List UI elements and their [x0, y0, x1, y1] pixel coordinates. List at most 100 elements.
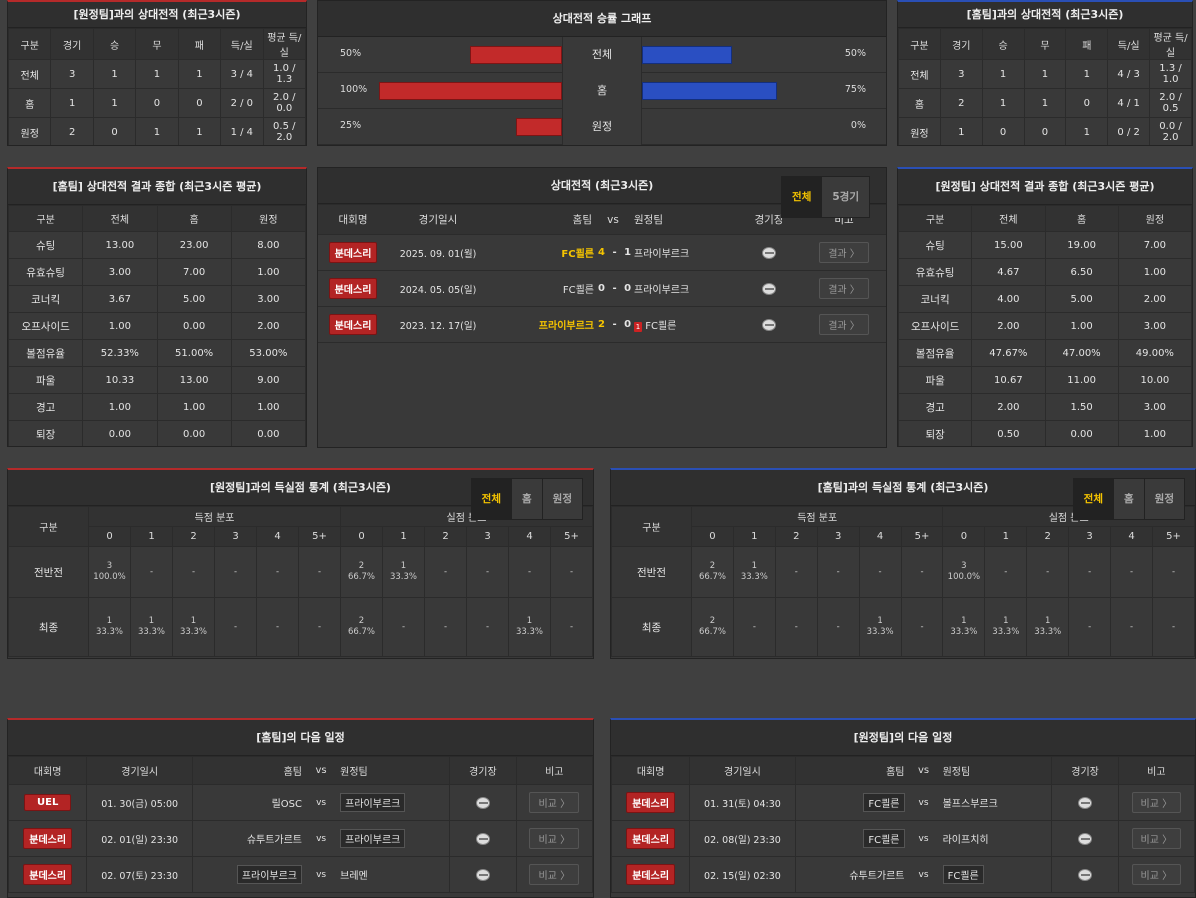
- venue-cell: [738, 270, 800, 307]
- distribution-cell: -: [256, 597, 299, 657]
- table-cell: 0.0 / 2.0: [1149, 117, 1192, 145]
- distribution-cell: -: [816, 546, 860, 598]
- match-date: 2025. 09. 01(월): [388, 234, 488, 271]
- count: 3: [961, 561, 967, 571]
- home-team-name: FC쾰른: [863, 829, 905, 848]
- table-cell: 1.00: [156, 393, 232, 421]
- empty: -: [836, 622, 840, 632]
- column-header: 평균 득/실: [262, 28, 306, 60]
- tab-home[interactable]: 홈: [1113, 479, 1144, 519]
- table-cell: 0 / 2: [1107, 117, 1151, 145]
- result-button[interactable]: 결과 〉: [819, 278, 869, 299]
- stadium-icon: [475, 832, 490, 845]
- count: 1: [1003, 616, 1009, 626]
- tab-all[interactable]: 전체: [1073, 479, 1113, 519]
- tab-away[interactable]: 원정: [541, 479, 582, 519]
- match-row: 분데스리 2024. 05. 05(일) FC쾰른 0 - 0 프라이부르크 결과 〉: [318, 270, 886, 307]
- distribution-cell: -: [1068, 597, 1112, 657]
- compare-button[interactable]: 비교 〉: [529, 828, 580, 849]
- count: 3: [106, 561, 113, 571]
- tab-all[interactable]: 전체: [471, 479, 511, 519]
- vs-label: vs: [308, 820, 335, 857]
- compare-button[interactable]: 비교 〉: [1131, 864, 1182, 885]
- venue-cell: [738, 306, 800, 343]
- distribution-cell: -: [1068, 546, 1112, 598]
- empty: -: [233, 622, 238, 632]
- table-cell: 9.00: [230, 366, 306, 394]
- table-row: 파울 10.33 13.00 9.00: [8, 366, 306, 394]
- column-header: 전체: [82, 205, 158, 232]
- column-header: 패: [1065, 28, 1109, 60]
- panel-title: 상대전적 (최근3시즌) 전체 5경기: [318, 168, 886, 218]
- table-cell: 1.00: [82, 312, 158, 340]
- result-button[interactable]: 결과 〉: [819, 314, 869, 335]
- table-cell: 47.67%: [971, 339, 1046, 367]
- empty: -: [275, 622, 280, 632]
- compare-button[interactable]: 비교 〉: [1131, 828, 1182, 849]
- winrate-graph-panel: 상대전적 승률 그래프 50% 전체 50% 100% 홈 75% 25% 원정 0%: [317, 0, 887, 146]
- compare-button[interactable]: 비교 〉: [1131, 792, 1182, 813]
- column-header: 구분: [8, 205, 84, 232]
- column-header: 대회명: [8, 756, 88, 785]
- count: 2: [709, 561, 716, 571]
- table-cell: 1.00: [1044, 312, 1119, 340]
- column-header: vs: [598, 204, 628, 235]
- distribution-cell: -: [774, 597, 818, 657]
- panel-title: [홈팀]과의 상대전적 (최근3시즌): [898, 2, 1192, 28]
- match-date: 02. 07(토) 23:30: [86, 856, 193, 893]
- distribution-cell: -: [1110, 546, 1153, 598]
- distribution-cell: -: [1151, 546, 1195, 598]
- table-row: 코너킥 3.67 5.00 3.00: [8, 285, 306, 313]
- distribution-cell: -: [1151, 597, 1195, 657]
- table-cell: 1: [50, 88, 94, 118]
- distribution-cell: -: [214, 546, 257, 598]
- away-team: 볼프스부르크: [936, 784, 1053, 821]
- schedule-row: 분데스리 02. 07(토) 23:30 프라이부르크 vs 브레멘 비교 〉: [8, 856, 593, 893]
- goal-count-header: 2: [1026, 526, 1070, 547]
- table-cell: 2 / 0: [220, 88, 264, 118]
- table-cell: 2.0 / 0.0: [262, 88, 306, 118]
- column-header: 경기일시: [388, 204, 488, 235]
- table-row: 원정 2 0 1 1 1 / 4 0.5 / 2.0: [8, 117, 306, 145]
- header-row: 구분 경기 승 무 패 득/실 평균 득/실: [898, 28, 1192, 60]
- goal-count-header: 0: [691, 526, 734, 547]
- competition-badge: 분데스리: [626, 828, 676, 849]
- column-header: 패: [177, 28, 222, 60]
- tab-away[interactable]: 원정: [1143, 479, 1184, 519]
- column-header: 대회명: [318, 204, 388, 235]
- percent: 33.3%: [740, 572, 768, 582]
- tab-home[interactable]: 홈: [511, 479, 542, 519]
- empty: -: [920, 622, 924, 632]
- table-cell: 1.50: [1044, 393, 1119, 421]
- percent: 100.0%: [947, 572, 981, 582]
- home-winrate-label: 100%: [340, 84, 368, 95]
- panel-title: [홈팀] 상대전적 결과 종합 (최근3시즌 평균): [8, 169, 306, 205]
- match-date: 02. 08(일) 23:30: [689, 820, 796, 857]
- count: 2: [358, 561, 365, 571]
- empty: -: [1004, 567, 1008, 577]
- compare-button[interactable]: 비교 〉: [529, 864, 580, 885]
- tab-5-games[interactable]: 5경기: [821, 177, 869, 217]
- row-label: 슈팅: [898, 231, 973, 259]
- away-score: 0: [624, 319, 634, 330]
- goal-count-header: 2: [424, 526, 467, 547]
- compare-button[interactable]: 비교 〉: [529, 792, 580, 813]
- away-team: 라이프치히: [936, 820, 1053, 857]
- home-team: FC쾰른: [794, 784, 911, 821]
- table-cell: 6.50: [1044, 258, 1119, 286]
- result-button[interactable]: 결과 〉: [819, 242, 869, 263]
- tab-all[interactable]: 전체: [782, 177, 822, 217]
- column-header: 승: [92, 28, 137, 60]
- table-cell: 23.00: [156, 231, 232, 259]
- table-cell: 1.00: [1117, 420, 1192, 446]
- column-header: 원정팀: [936, 756, 1053, 785]
- table-cell: 3.00: [1117, 312, 1192, 340]
- panel-title: [원정팀]과의 득실점 통계 (최근3시즌) 전체 홈 원정: [8, 470, 593, 520]
- competition-cell: 분데스리: [611, 820, 691, 857]
- graph-row: 25% 원정 0%: [318, 109, 886, 145]
- column-header: 비고: [1117, 756, 1195, 785]
- column-header: 원정팀: [334, 756, 451, 785]
- competition-badge: 분데스리: [23, 828, 73, 849]
- column-header: 무: [1023, 28, 1067, 60]
- next-home-table: 대회명 경기일시 홈팀 vs 원정팀 경기장 비고 UEL 01. 30(금) 05:00 릴OS…: [8, 756, 593, 893]
